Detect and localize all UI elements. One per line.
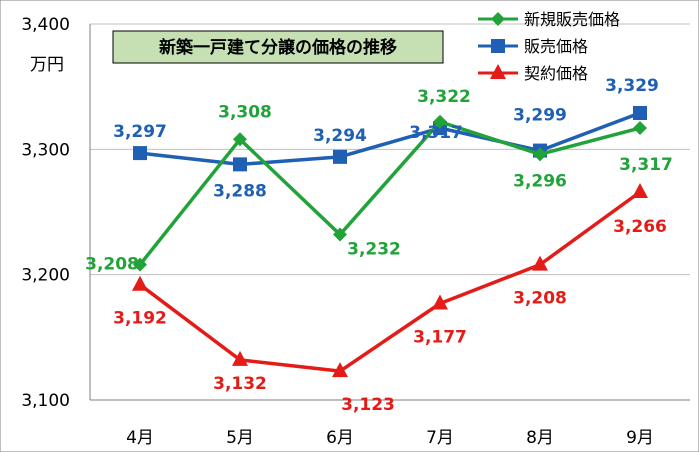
data-label: 3,208 bbox=[85, 255, 139, 275]
legend-item: 契約価格 bbox=[478, 64, 588, 83]
data-label: 3,329 bbox=[605, 76, 659, 96]
chart-title-box: 新築一戸建て分譲の価格の推移 bbox=[112, 30, 444, 64]
gridlines bbox=[90, 23, 690, 276]
x-tick-label: 8月 bbox=[526, 428, 554, 448]
data-label: 3,208 bbox=[513, 289, 567, 309]
legend-label: 販売価格 bbox=[524, 37, 588, 56]
data-label: 3,317 bbox=[619, 155, 673, 175]
series-layer bbox=[132, 105, 648, 378]
data-label: 3,132 bbox=[213, 374, 267, 394]
data-point bbox=[533, 147, 547, 162]
legend-marker bbox=[491, 12, 505, 26]
axes: 3,100 3,200 3,300 3,400 4月 5月 6月 7月 8月 9月 bbox=[21, 15, 690, 448]
legend-marker bbox=[490, 64, 506, 79]
data-point bbox=[133, 257, 147, 272]
legend-item: 販売価格 bbox=[478, 37, 588, 56]
series-line bbox=[138, 120, 641, 266]
data-point bbox=[632, 182, 648, 198]
data-point bbox=[333, 149, 347, 164]
legend-marker bbox=[491, 39, 505, 53]
data-point bbox=[532, 255, 548, 271]
data-label: 3,288 bbox=[213, 181, 267, 201]
data-label: 3,294 bbox=[313, 126, 367, 146]
y-tick-label: 3,100 bbox=[21, 391, 70, 411]
data-point bbox=[633, 121, 647, 136]
data-label: 3,232 bbox=[347, 240, 401, 260]
data-point bbox=[133, 146, 147, 161]
legend-item: 新規販売価格 bbox=[478, 10, 620, 29]
title-box-bg bbox=[112, 30, 444, 64]
data-label: 3,299 bbox=[513, 106, 567, 126]
x-tick-label: 7月 bbox=[426, 428, 454, 448]
data-point bbox=[132, 275, 148, 291]
data-label: 3,308 bbox=[218, 102, 272, 122]
y-tick-label: 3,300 bbox=[21, 140, 70, 160]
data-point bbox=[633, 105, 647, 120]
data-label: 3,192 bbox=[113, 309, 167, 329]
data-point bbox=[332, 362, 348, 378]
x-tick-label: 6月 bbox=[326, 428, 354, 448]
data-point bbox=[432, 294, 448, 310]
x-tick-label: 5月 bbox=[226, 428, 254, 448]
series-2 bbox=[132, 182, 648, 378]
data-label: 3,123 bbox=[341, 395, 395, 415]
data-point bbox=[233, 132, 247, 147]
data-point bbox=[333, 227, 347, 242]
data-labels: 3,208 3,308 3,232 3,322 3,296 3,317 3,297 3,288… bbox=[85, 76, 673, 415]
data-label: 3,322 bbox=[417, 87, 471, 107]
data-point bbox=[233, 157, 247, 172]
chart-title: 新築一戸建て分譲の価格の推移 bbox=[159, 37, 397, 58]
y-tick-label: 3,400 bbox=[21, 15, 70, 35]
data-label: 3,296 bbox=[513, 171, 567, 191]
series-line bbox=[138, 190, 642, 373]
data-label: 3,266 bbox=[613, 217, 667, 237]
y-tick-label: 3,200 bbox=[21, 266, 70, 286]
data-point bbox=[232, 350, 248, 366]
legend-label: 新規販売価格 bbox=[524, 10, 620, 29]
legend-label: 契約価格 bbox=[524, 64, 588, 83]
unit-label: 万円 bbox=[30, 55, 64, 75]
x-tick-label: 9月 bbox=[626, 428, 654, 448]
x-tick-label: 4月 bbox=[126, 428, 154, 448]
data-point bbox=[433, 114, 447, 129]
data-label: 3,297 bbox=[113, 122, 167, 142]
data-label: 3,317 bbox=[409, 123, 463, 143]
data-label: 3,177 bbox=[413, 327, 467, 347]
series-0 bbox=[133, 114, 647, 272]
